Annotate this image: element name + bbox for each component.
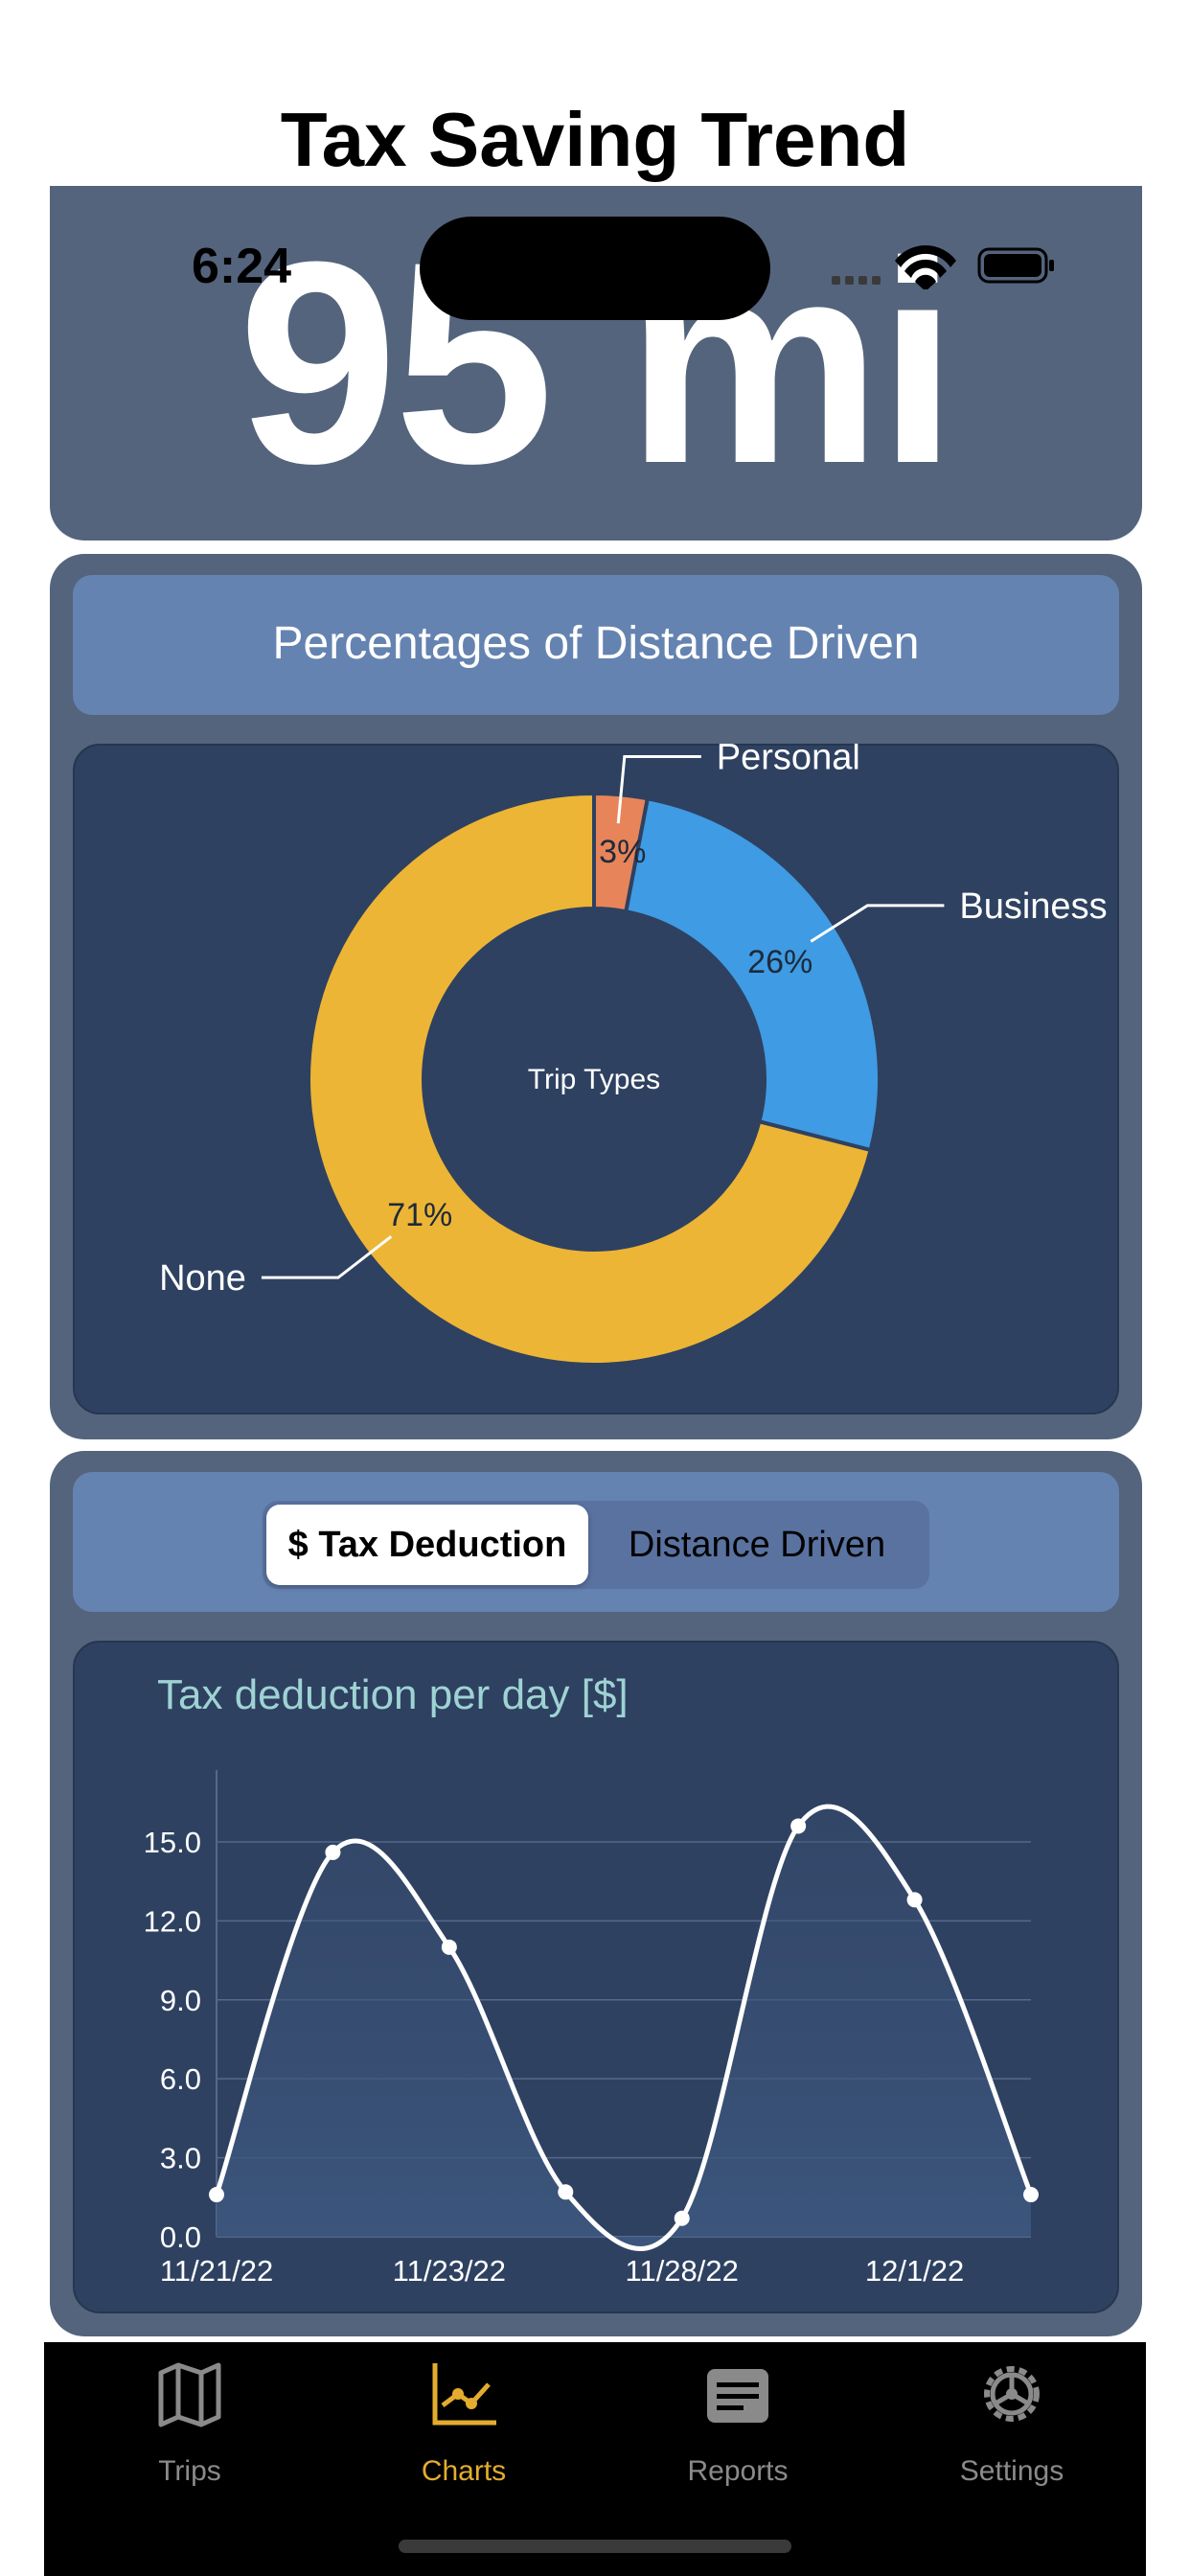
donut-label-business: Business [959,886,1107,927]
donut-label-none: None [159,1258,246,1299]
donut-leader-personal [616,755,701,824]
x-tick-label: 11/28/22 [626,2254,739,2288]
data-point[interactable] [790,1818,807,1834]
status-time: 6:24 [192,239,292,294]
tab-label-charts: Charts [421,2455,507,2487]
tax-deduction-chart[interactable]: 11/21/22 11/23/22 11/28/22 12/1/22 0.0 3.0 6.… [73,1641,1119,2313]
tab-settings[interactable]: Settings [897,2342,1127,2496]
tab-label-settings: Settings [959,2455,1064,2487]
tab-bar: Trips Charts Reports Settings [44,2342,1146,2576]
data-point[interactable] [441,1939,457,1955]
donut-leader-business [810,904,945,943]
donut-label-personal: Personal [717,744,860,778]
segment-tax-deduction[interactable]: $ Tax Deduction [266,1505,588,1585]
y-tick-label: 12.0 [144,1904,201,1938]
tab-label-trips: Trips [158,2455,221,2487]
status-icons [832,245,1054,289]
x-tick-label: 12/1/22 [865,2254,964,2288]
home-indicator [399,2540,791,2553]
donut-chart[interactable]: 3% Personal 26% Business 71% None Trip Types [73,744,1119,1414]
pie-title: Percentages of Distance Driven [272,618,920,669]
line-chart-title: Tax deduction per day [$] [157,1671,629,1718]
chart-line-icon [432,2363,496,2426]
data-point[interactable] [674,2210,690,2226]
data-point[interactable] [209,2187,224,2203]
donut-percent-none: 71% [387,1197,452,1233]
gear-icon [984,2366,1040,2422]
y-tick-label: 3.0 [160,2142,201,2175]
dynamic-island [420,217,770,320]
wifi-icon [895,245,956,289]
data-point[interactable] [558,2184,574,2200]
y-tick-label: 0.0 [160,2220,201,2254]
tab-charts[interactable]: Charts [349,2342,579,2496]
donut-slice-none[interactable] [307,791,874,1367]
tab-label-reports: Reports [687,2455,789,2487]
data-point[interactable] [906,1892,923,1908]
pie-header [73,575,1119,715]
document-icon [707,2369,768,2423]
data-point[interactable] [1023,2187,1039,2203]
data-point[interactable] [325,1844,341,1860]
y-tick-label: 9.0 [160,1984,201,2017]
app-title: Tax Saving Trend [280,97,910,182]
tab-reports[interactable]: Reports [623,2342,853,2496]
battery-icon [977,247,1054,284]
donut-center-label: Trip Types [528,1064,660,1095]
y-tick-label: 6.0 [160,2062,201,2096]
segment-distance-driven[interactable]: Distance Driven [628,1524,886,1565]
signal-icon [832,276,881,285]
donut-percent-business: 26% [747,944,812,980]
donut-slice-business[interactable] [624,795,881,1153]
x-tick-label: 11/23/22 [393,2254,506,2288]
donut-leader-none [261,1235,393,1279]
x-tick-label: 11/21/22 [160,2254,273,2288]
donut-percent-personal: 3% [599,834,646,870]
area-fill [217,1806,1031,2249]
map-icon [158,2362,221,2427]
tab-trips[interactable]: Trips [75,2342,305,2496]
y-tick-label: 15.0 [144,1826,201,1859]
